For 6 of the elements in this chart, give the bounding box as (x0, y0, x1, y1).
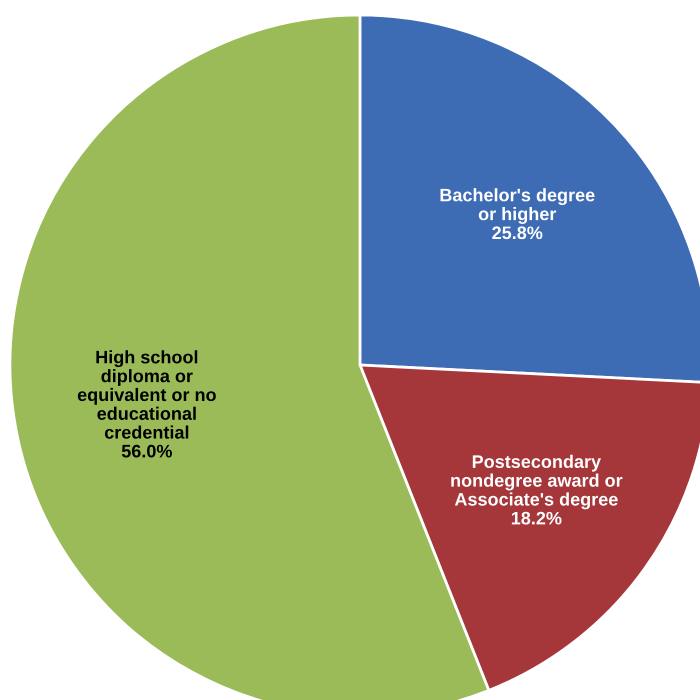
data-label: 25.8% (492, 226, 542, 240)
data-label: 56.0% (122, 444, 172, 458)
data-label: 18.2% (512, 512, 562, 525)
slice-label: High school diploma or equivalent or no educational credential (78, 350, 216, 439)
slice-label: Bachelor's degree or higher (440, 188, 595, 224)
slice-label: Postsecondary nondegree award or Associate's degree (451, 454, 622, 510)
